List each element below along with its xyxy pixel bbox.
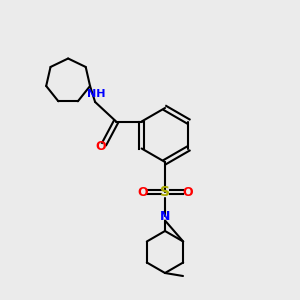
Text: O: O	[182, 185, 193, 199]
Text: O: O	[96, 140, 106, 154]
Text: S: S	[160, 185, 170, 199]
Text: N: N	[160, 209, 170, 223]
Text: NH: NH	[87, 89, 106, 100]
Text: O: O	[137, 185, 148, 199]
